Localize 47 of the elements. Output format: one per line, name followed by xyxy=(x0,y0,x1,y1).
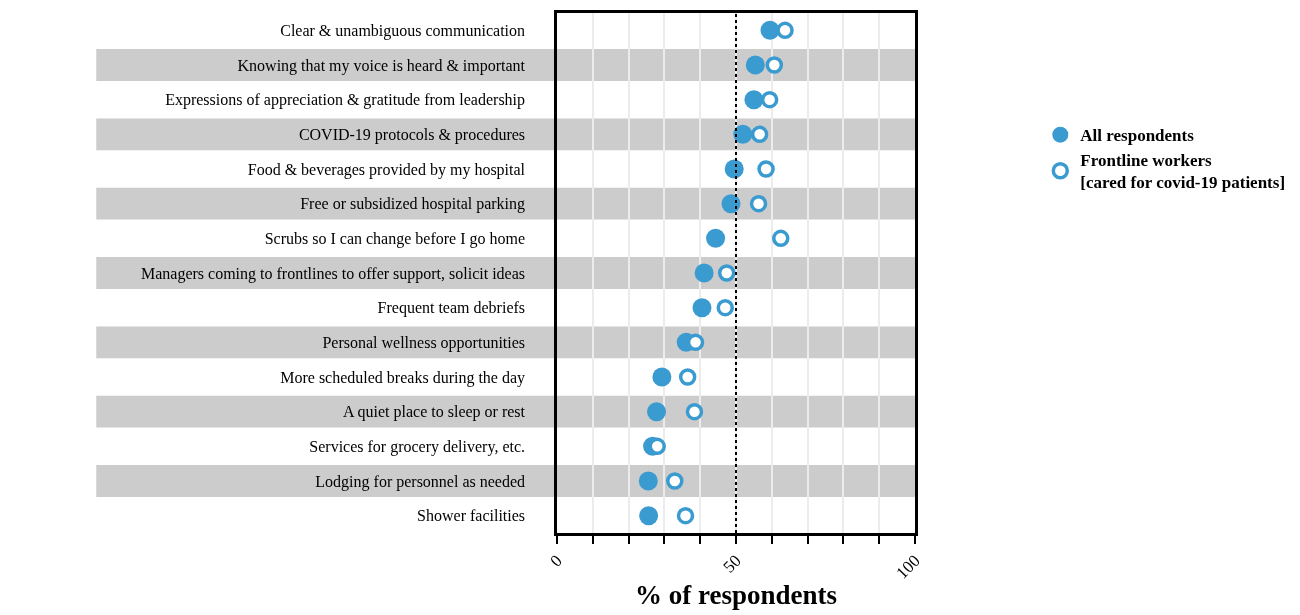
y-tick-label: Personal wellness opportunities xyxy=(322,333,526,352)
legend-label: All respondents xyxy=(1080,126,1195,146)
y-tick-label: More scheduled breaks during the day xyxy=(280,368,526,387)
point xyxy=(639,506,659,526)
x-tick-label: 100 xyxy=(892,551,924,583)
y-tick-label: Managers coming to frontlines to offer support, solicit ideas xyxy=(140,264,526,283)
point xyxy=(724,159,744,179)
y-tick-label: Clear & unambiguous communication xyxy=(280,21,526,40)
point xyxy=(676,506,695,525)
point xyxy=(765,56,784,74)
point xyxy=(744,90,764,110)
point xyxy=(647,402,667,422)
point xyxy=(776,21,794,40)
y-tick-label: Food & beverages provided by my hospital xyxy=(247,160,526,179)
y-tick-label: A quiet place to sleep or rest xyxy=(342,403,526,422)
point xyxy=(706,228,726,248)
point xyxy=(638,471,658,491)
y-tick-label: Shower facilities xyxy=(417,507,526,525)
point xyxy=(750,125,769,144)
point xyxy=(694,263,714,283)
point xyxy=(666,472,684,490)
point xyxy=(749,194,768,213)
point xyxy=(757,160,775,178)
point xyxy=(685,402,704,421)
point xyxy=(721,194,741,214)
y-tick-label: Services for grocery delivery, etc. xyxy=(309,437,526,456)
point xyxy=(678,368,697,386)
x-tick-label: 0 xyxy=(546,551,566,571)
point xyxy=(692,298,712,318)
y-tick-label: Expressions of appreciation & gratitude from leadership xyxy=(165,91,526,110)
x-axis-title: % of respondents xyxy=(634,579,838,610)
point xyxy=(717,264,736,282)
y-tick-label: Scrubs so I can change before I go home xyxy=(264,229,526,248)
y-tick-label: Lodging for personnel as needed xyxy=(315,472,526,491)
point xyxy=(733,124,753,144)
point xyxy=(760,90,779,109)
y-tick-label: Frequent team debriefs xyxy=(377,299,526,318)
legend-label: Frontline workers [cared for covid-19 patients] xyxy=(1080,151,1286,193)
y-tick-label: Free or subsidized hospital parking xyxy=(300,195,526,214)
x-tick-label: 50 xyxy=(719,551,745,577)
y-tick-label: COVID-19 protocols & procedures xyxy=(298,125,526,144)
point xyxy=(760,20,780,40)
point xyxy=(772,229,790,248)
point xyxy=(716,298,735,317)
point xyxy=(745,55,765,75)
y-tick-label: Knowing that my voice is heard & important xyxy=(237,56,526,75)
point xyxy=(652,367,672,387)
